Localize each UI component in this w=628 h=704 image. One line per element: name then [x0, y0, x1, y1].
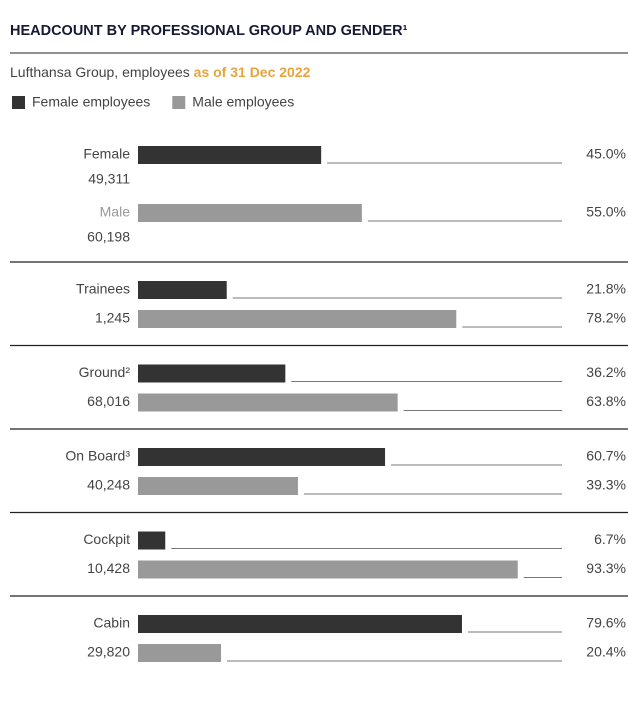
legend-swatch	[172, 96, 186, 109]
value-label: 60.7%	[586, 448, 626, 464]
value-label: 93.3%	[586, 560, 626, 576]
value-label: 79.6%	[586, 615, 626, 631]
value-label: 78.2%	[586, 310, 626, 326]
category-total: 1,245	[95, 310, 130, 326]
bar	[138, 310, 457, 328]
legend-label: Female employees	[32, 94, 150, 110]
subtitle-highlight: as of 31 Dec 2022	[194, 64, 311, 80]
category-total: 68,016	[87, 393, 130, 409]
bar	[138, 204, 362, 222]
category-label: Trainees	[76, 281, 130, 297]
bar	[138, 393, 398, 412]
category-label: Male	[100, 204, 131, 220]
bar	[138, 477, 298, 495]
category-label: Female	[83, 146, 130, 162]
value-label: 36.2%	[586, 364, 626, 380]
value-label: 45.0%	[586, 146, 626, 162]
bar	[138, 560, 518, 579]
bar	[138, 364, 286, 383]
value-label: 20.4%	[586, 644, 626, 660]
category-total: 29,820	[87, 644, 130, 660]
bar	[138, 615, 462, 633]
value-label: 63.8%	[586, 393, 626, 409]
legend-label: Male employees	[192, 94, 294, 110]
value-label: 55.0%	[586, 204, 626, 220]
bar	[138, 146, 322, 164]
category-total: 40,248	[87, 477, 130, 493]
legend-swatch	[12, 96, 25, 109]
chart-title: HEADCOUNT BY PROFESSIONAL GROUP AND GEND…	[10, 23, 408, 39]
category-label: Ground²	[79, 364, 131, 380]
category-label: Cockpit	[83, 531, 130, 547]
category-label: Cabin	[93, 615, 130, 631]
bar	[138, 281, 227, 299]
category-total: 10,428	[87, 560, 130, 576]
value-label: 6.7%	[594, 531, 626, 547]
bar	[138, 531, 166, 550]
bar	[138, 644, 222, 662]
category-total: 60,198	[87, 229, 130, 245]
value-label: 39.3%	[586, 477, 626, 493]
subtitle: Lufthansa Group, employees as of 31 Dec …	[10, 64, 311, 80]
bar	[138, 448, 386, 466]
category-label: On Board³	[65, 448, 130, 464]
subtitle-text: Lufthansa Group, employees	[10, 64, 194, 80]
value-label: 21.8%	[586, 281, 626, 297]
category-total: 49,311	[88, 171, 130, 187]
